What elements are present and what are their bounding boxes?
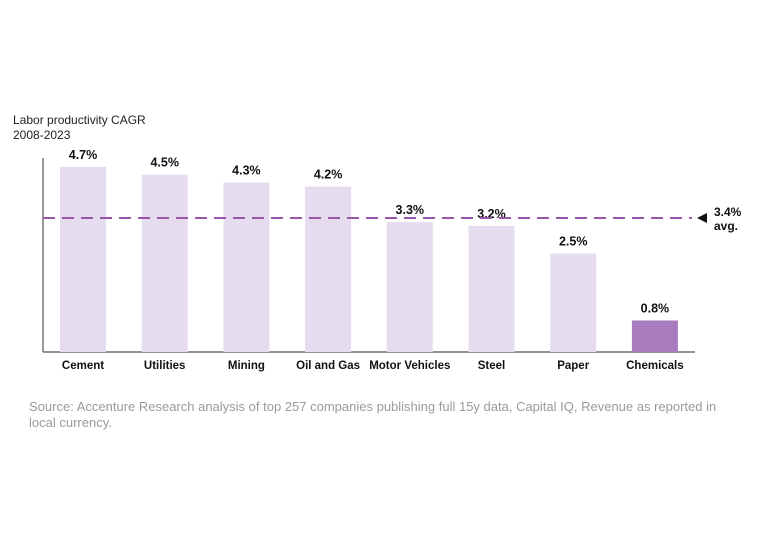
source-note: Source: Accenture Research analysis of t… bbox=[29, 399, 717, 430]
y-axis-label: Labor productivity CAGR 2008-2023 bbox=[13, 113, 146, 143]
bar-chart: 4.7% Cement 4.5% Utilities 4.3% Mining 4.2% Oil… bbox=[42, 148, 742, 372]
x-tick-label: Oil and Gas bbox=[296, 360, 360, 372]
bar-chemicals bbox=[631, 320, 678, 352]
x-tick-label: Paper bbox=[557, 360, 589, 372]
x-tick-label: Chemicals bbox=[626, 360, 684, 372]
avg-value-label: 3.4% bbox=[714, 205, 742, 219]
y-axis-label-line2: 2008-2023 bbox=[13, 128, 71, 142]
bar-cement bbox=[60, 166, 106, 352]
avg-marker-arrow-icon bbox=[697, 213, 707, 224]
y-axis-label-line1: Labor productivity CAGR bbox=[13, 113, 146, 127]
bar-oil-and-gas bbox=[305, 186, 352, 352]
bar-value-label: 4.3% bbox=[232, 164, 261, 178]
bar-motor-vehicles bbox=[386, 221, 433, 352]
bar-value-label: 2.5% bbox=[559, 235, 588, 249]
bar-value-label: 3.3% bbox=[396, 203, 425, 217]
bar-value-label: 0.8% bbox=[641, 301, 670, 315]
bar-steel bbox=[468, 225, 515, 352]
x-tick-label: Motor Vehicles bbox=[369, 360, 450, 372]
bar-value-label: 4.7% bbox=[69, 148, 98, 162]
x-tick-label: Cement bbox=[62, 360, 104, 372]
bar-value-label: 4.5% bbox=[150, 156, 179, 170]
bar-utilities bbox=[141, 174, 188, 352]
x-tick-label: Mining bbox=[228, 360, 265, 372]
bar-value-label: 4.2% bbox=[314, 168, 343, 182]
bar-mining bbox=[223, 182, 270, 352]
x-tick-label: Utilities bbox=[144, 360, 186, 372]
x-tick-label: Steel bbox=[478, 360, 506, 372]
bar-paper bbox=[550, 253, 597, 352]
avg-text-label: avg. bbox=[714, 219, 738, 233]
